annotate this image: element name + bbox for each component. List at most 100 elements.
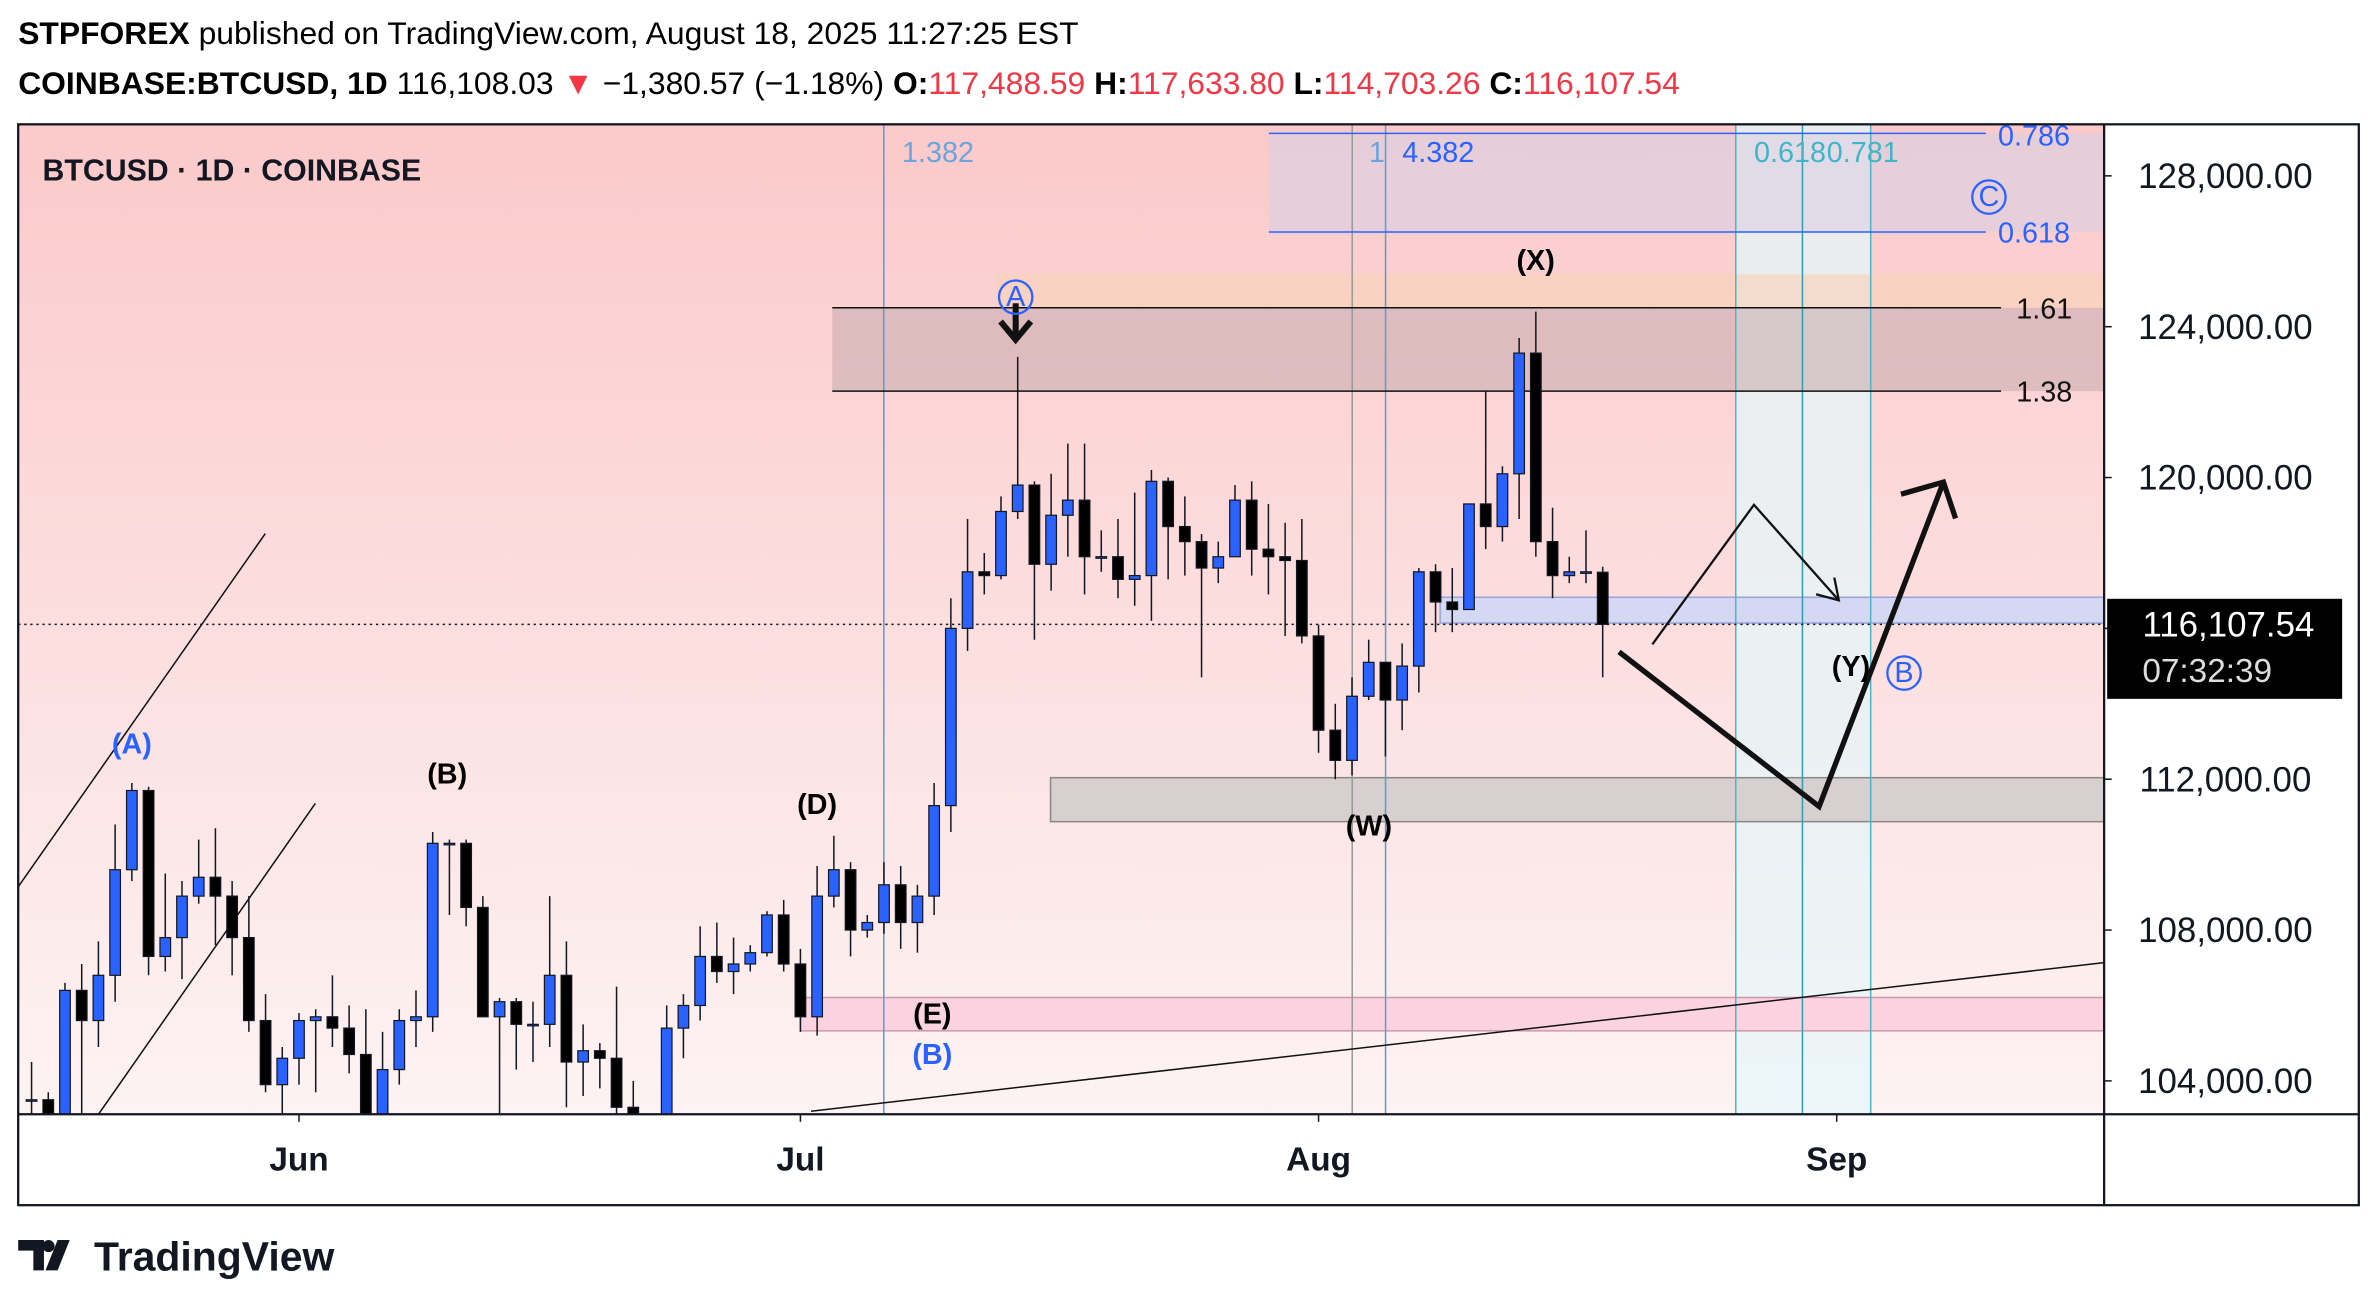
candle-body [777,914,790,965]
frame [17,123,2360,1207]
fib-label: 1.61 [2016,293,2072,325]
wave-label: (X) [1516,245,1554,277]
fib-label: 0.618 [1754,137,1826,169]
candle-body [1078,499,1091,558]
chart-title: BTCUSD · 1D · COINBASE [42,154,421,187]
fib-band [995,274,2105,308]
symbol-line: COINBASE:BTCUSD, 1D 116,108.03 ▼ −1,380.… [18,65,1680,101]
candle-body [1312,635,1325,731]
candle-body [677,1004,690,1029]
ohlc-value: 116,107.54 [1523,65,1680,101]
published: published on TradingView.com, August 18,… [199,15,1079,51]
y-tick-label: 108,000.00 [2138,911,2312,950]
arrow-head [1815,577,1841,602]
price: 116,108.03 [397,65,554,101]
symbol: COINBASE:BTCUSD, 1D [18,65,388,101]
candle-body [309,1016,322,1022]
ohlc-value: 117,488.59 [928,65,1085,101]
fib-label: 0.781 [1827,137,1899,169]
wave-label: (B) [912,1039,952,1071]
candle-body [92,974,105,1022]
ohlc-key: C: [1489,65,1523,101]
wave-label: (E) [913,998,951,1030]
candle-body [493,1001,506,1018]
wave-label: C [1979,181,2000,213]
candle-body [209,876,222,897]
annotations: 1.382 1 4.382 0.618 0.781 0.786 0.618 1.… [112,121,2072,1072]
y-tick-label: 124,000.00 [2138,308,2312,347]
candle-body [443,842,456,846]
resistance-box [832,307,2105,392]
wave-label: B [1894,657,1913,689]
logo: TradingView [18,1233,334,1279]
candle-body [794,963,807,1018]
candle-body [1529,352,1542,543]
candle-body [1596,571,1609,625]
y-tick-label: 120,000.00 [2138,459,2312,498]
candle-body [393,1019,406,1071]
candle-body [593,1050,606,1059]
candle-body [1061,499,1074,516]
y-tick-label: 104,000.00 [2138,1062,2312,1101]
candle-body [694,955,707,1007]
fib-label: 1.382 [902,137,974,169]
candle-body [1162,480,1175,528]
arrow: ▼ [562,65,594,101]
projection-path [1651,503,1840,645]
candle-body [610,1057,623,1108]
candle-body [710,955,723,973]
candle-body [911,895,924,924]
candle-body [1011,484,1024,513]
candle-body [1362,661,1375,697]
candle-body [744,952,757,965]
ohlc-value: 114,703.26 [1324,65,1481,101]
candle-body [159,936,172,958]
candle-body [276,1057,289,1086]
candle-body [410,1016,422,1022]
ohlc-key: H: [1094,65,1128,101]
candle-body [761,914,773,954]
fib-label: 0.618 [1998,218,2070,250]
candle-body [1095,556,1108,559]
candle-body [560,974,573,1063]
candle-body [192,876,205,897]
support-box [1439,596,2105,624]
candle-body [527,1023,539,1027]
candle-body [1479,503,1492,528]
candle-body [861,921,874,931]
candle-body [1513,352,1526,475]
candle-body [894,884,907,924]
arrow-head [1900,478,1959,520]
demand-box [1049,776,2105,823]
candle-body [1212,556,1225,569]
candle-body [727,963,740,973]
candle-body [961,571,974,629]
candle-body [1028,484,1041,565]
wave-label: (Y) [1832,651,1870,683]
candle-body [878,884,890,924]
wave-label: (B) [427,759,467,791]
candle-body [142,789,155,958]
brand: TradingView [94,1233,334,1279]
channel-line [97,803,316,1115]
candle-body [1245,499,1258,550]
candle-body [359,1053,372,1115]
projection-path [1617,481,1946,811]
candle-body [543,974,556,1025]
candle-body [59,989,71,1115]
candle-body [1045,514,1058,565]
candle-body [1229,499,1241,558]
candle-body [577,1050,590,1063]
candle-body [1178,525,1191,543]
candle-body [1396,665,1409,701]
candle-body [25,1099,38,1102]
x-tick-label: Sep [1806,1141,1867,1178]
candle-body [176,895,188,939]
x-tick-label: Jul [776,1141,824,1178]
candle-body [42,1099,55,1115]
candle-body [1563,571,1576,577]
fib-label: 1.38 [2016,377,2072,409]
fib-label: 4.382 [1402,137,1474,169]
